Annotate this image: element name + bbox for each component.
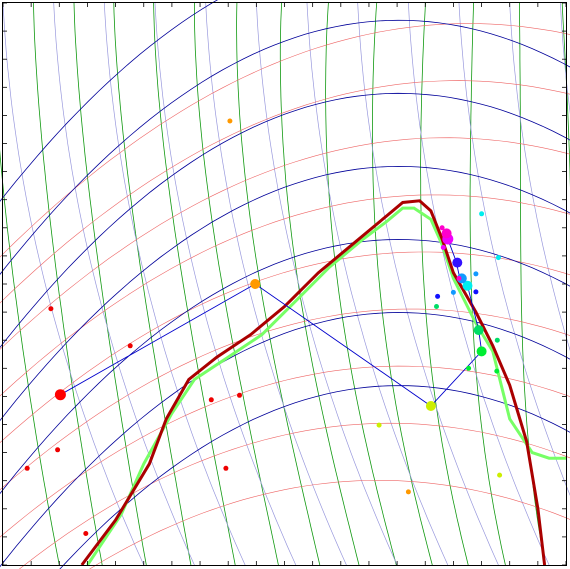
data-point [440, 245, 446, 250]
path-line [60, 233, 483, 407]
data-point [462, 280, 473, 291]
main-red-curve [80, 199, 547, 566]
blue-contour [0, 239, 570, 495]
data-point [376, 422, 382, 428]
data-point [439, 225, 445, 231]
red-contour [0, 137, 570, 350]
data-point [450, 289, 456, 295]
data-point [456, 273, 467, 284]
red-contour [0, 23, 570, 258]
data-point [473, 289, 479, 295]
data-point [223, 465, 229, 471]
data-point [494, 368, 500, 374]
green-contour [325, 2, 397, 566]
lavender-contour [357, 2, 499, 566]
green-contour [73, 2, 147, 566]
blue-contour [0, 165, 570, 422]
data-point [473, 325, 484, 336]
data-markers [24, 118, 503, 536]
green-contour [194, 3, 279, 566]
lavender-contour [53, 2, 195, 566]
data-point [476, 346, 487, 357]
data-point [227, 118, 233, 124]
lavender-contour [205, 2, 347, 566]
green-contour [33, 2, 103, 566]
green-contour [0, 149, 60, 566]
red-contour [18, 422, 570, 569]
data-point [435, 293, 441, 299]
red-contour [0, 308, 570, 491]
data-point [441, 228, 452, 239]
data-point [54, 389, 66, 401]
lavender-contour [154, 2, 297, 566]
green-contour [561, 2, 570, 188]
data-point [425, 401, 436, 411]
lavender-contour [103, 2, 246, 566]
red-contour [0, 194, 570, 397]
main-curves [80, 199, 566, 566]
data-point [466, 365, 472, 371]
red-contour [0, 80, 570, 304]
data-point [55, 447, 61, 453]
lavender-contour [2, 2, 145, 566]
lavender-contour [255, 2, 398, 566]
data-point [479, 211, 485, 217]
data-point [83, 531, 89, 536]
data-point [495, 255, 501, 261]
blue-contour [59, 385, 570, 569]
green-contour [372, 2, 433, 566]
blue-contour [0, 19, 570, 275]
lavender-contour [509, 2, 570, 352]
data-point [237, 392, 242, 398]
data-point [405, 489, 411, 495]
red-contour [89, 479, 570, 569]
data-point [24, 465, 30, 471]
lavender-contour [458, 2, 570, 496]
blue-contour [0, 312, 570, 568]
lavender-contour [408, 2, 550, 566]
blue-contour [0, 0, 219, 202]
green-contour [153, 2, 236, 566]
light-green-curve [86, 206, 566, 566]
lavender-contour [306, 2, 449, 566]
blue-contour [0, 92, 570, 349]
data-point [48, 306, 54, 312]
data-point [452, 257, 463, 268]
optimization-path [60, 233, 483, 407]
data-point [456, 275, 462, 281]
data-point [497, 472, 503, 478]
data-point [434, 304, 439, 309]
green-contour [420, 2, 469, 566]
data-point [494, 337, 500, 343]
data-point [473, 271, 479, 277]
lavender-contour [560, 2, 570, 115]
data-point [208, 397, 214, 403]
data-point [127, 343, 133, 349]
data-point [250, 279, 261, 289]
red-contour [0, 251, 570, 444]
green-contour [113, 2, 192, 566]
